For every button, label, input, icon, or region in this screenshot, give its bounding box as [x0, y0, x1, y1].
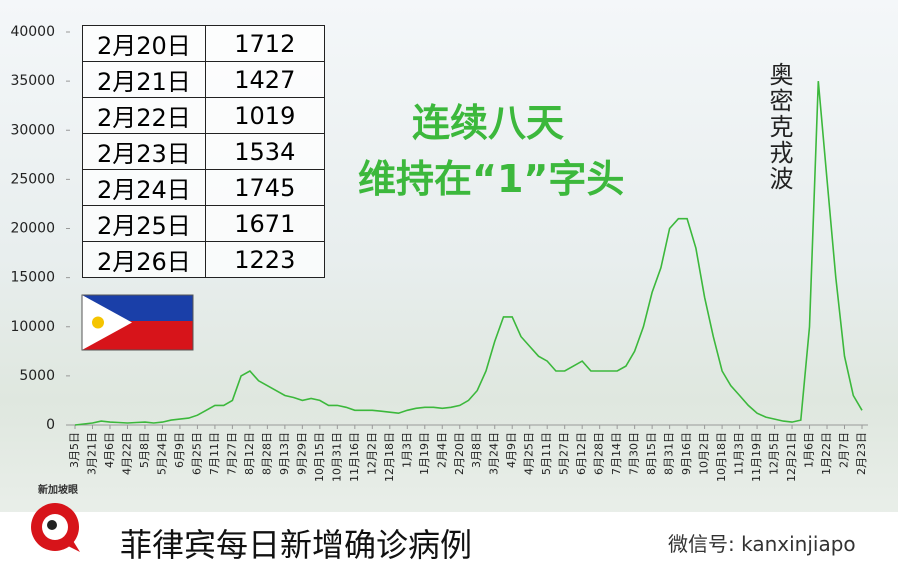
x-tick-label: 12月18日	[383, 432, 396, 482]
table-cell: 2月25日	[82, 205, 206, 242]
table-cell: 2月26日	[82, 241, 206, 278]
wechat-id: 微信号: kanxinjiapo	[668, 532, 856, 556]
x-tick-label: 6月9日	[173, 432, 186, 468]
x-tick-label: 8月12日	[243, 432, 256, 475]
x-tick-label: 12月2日	[365, 432, 378, 475]
table-row: 2月24日 1745	[82, 169, 325, 206]
x-tick-label: 2月20日	[453, 432, 466, 475]
x-tick-label: 4月9日	[505, 432, 518, 468]
x-tick-label: 9月16日	[680, 432, 693, 475]
y-tick-label: 30000	[10, 122, 55, 138]
y-tick-label: 5000	[19, 368, 55, 384]
x-tick-label: 2月7日	[838, 432, 851, 468]
y-tick-label: 35000	[10, 73, 55, 89]
y-tick-label: 0	[46, 417, 55, 433]
table-row: 2月22日 1019	[82, 97, 325, 134]
x-tick-label: 11月16日	[348, 432, 361, 482]
x-tick-label: 7月11日	[208, 432, 221, 475]
table-cell: 2月24日	[82, 169, 206, 206]
table-cell: 2月20日	[82, 25, 206, 62]
annotation: 维持在“1”字头	[358, 157, 625, 201]
x-tick-label: 10月15日	[313, 432, 326, 482]
table-cell: 2月23日	[82, 133, 206, 170]
x-tick-label: 5月27日	[558, 432, 571, 475]
logo: 新加坡眼	[31, 483, 80, 552]
y-tick-label: 20000	[10, 221, 55, 237]
x-tick-label: 11月3日	[733, 432, 746, 475]
table-cell: 1671	[204, 205, 325, 242]
table-cell: 2月21日	[82, 61, 206, 98]
x-tick-label: 1月19日	[418, 432, 431, 475]
x-tick-label: 9月13日	[278, 432, 291, 475]
table-row: 2月21日 1427	[82, 61, 325, 98]
x-tick-label: 7月27日	[225, 432, 238, 475]
table-row: 2月26日 1223	[82, 241, 325, 278]
x-tick-label: 9月29日	[295, 432, 308, 475]
x-tick-label: 7月14日	[610, 432, 623, 475]
table-cell: 1427	[204, 61, 325, 98]
x-tick-label: 3月24日	[488, 432, 501, 475]
x-tick-label: 3月5日	[68, 432, 81, 468]
y-tick-label: 40000	[10, 24, 55, 40]
x-tick-label: 10月31日	[330, 432, 343, 482]
table-row: 2月20日 1712	[82, 25, 325, 62]
x-tick-label: 11月19日	[750, 432, 763, 482]
annotation: 连续八天	[412, 101, 565, 145]
wave-label: 奥密克戎波	[765, 62, 793, 192]
footer-title: 菲律宾每日新增确诊病例	[120, 526, 473, 564]
table-cell: 1223	[204, 241, 325, 278]
x-tick-label: 6月12日	[575, 432, 588, 475]
x-tick-label: 10月18日	[715, 432, 728, 482]
x-tick-label: 8月31日	[663, 432, 676, 475]
x-tick-label: 3月8日	[470, 432, 483, 468]
chart: 0 5000 10000 15000 20000 25000 30000 35000 40000…	[10, 24, 868, 482]
x-tick-label: 12月21日	[785, 432, 798, 482]
table-cell: 1019	[204, 97, 325, 134]
x-tick-label: 6月25日	[190, 432, 203, 475]
table-cell: 1712	[204, 25, 325, 62]
table-cell: 1745	[204, 169, 325, 206]
line	[74, 81, 863, 426]
y-tick-label: 25000	[10, 171, 55, 187]
x-tick-label: 10月2日	[698, 432, 711, 475]
x-tick-label: 1月3日	[400, 432, 413, 468]
x-tick-label: 2月23日	[855, 432, 868, 475]
x-tick-label: 7月30日	[628, 432, 641, 475]
x-tick-label: 3月21日	[85, 432, 98, 475]
x-tick-label: 4月22日	[120, 432, 133, 475]
table-cell: 2月22日	[82, 97, 206, 134]
y-tick-label: 10000	[10, 319, 55, 335]
data-table: 2月20日 1712 2月21日 1427 2月22日 1019 2月23日 1534 2月24…	[82, 25, 325, 278]
table-row: 2月25日 1671	[82, 205, 325, 242]
y-tick-label: 15000	[10, 270, 55, 286]
x-tick-label: 1月6日	[803, 432, 816, 468]
x-tick-label: 5月8日	[138, 432, 151, 468]
table-row: 2月23日 1534	[82, 133, 325, 170]
logo-text: 新加坡眼	[38, 483, 78, 496]
x-tick-label: 8月28日	[260, 432, 273, 475]
footer: 新加坡眼 菲律宾每日新增确诊病例 微信号: kanxinjiapo	[0, 483, 898, 572]
x-tick-label: 8月15日	[645, 432, 658, 475]
x-tick-label: 5月11日	[540, 432, 553, 475]
x-tick-label: 2月4日	[435, 432, 448, 468]
x-tick-label: 1月22日	[820, 432, 833, 475]
x-tick-label: 4月25日	[523, 432, 536, 475]
x-tick-label: 4月6日	[103, 432, 116, 468]
flag	[81, 294, 194, 351]
x-tick-label: 6月28日	[593, 432, 606, 475]
x-tick-label: 5月24日	[155, 432, 168, 475]
table-cell: 1534	[204, 133, 325, 170]
x-tick-label: 12月5日	[768, 432, 781, 475]
